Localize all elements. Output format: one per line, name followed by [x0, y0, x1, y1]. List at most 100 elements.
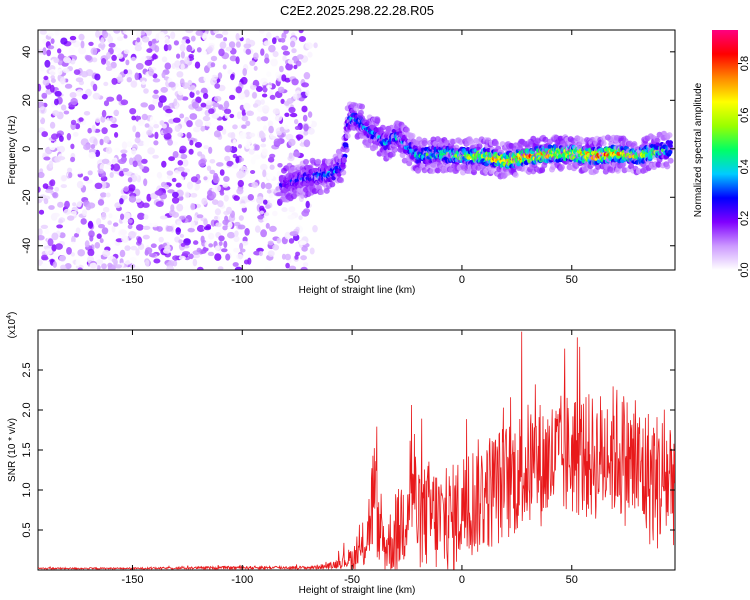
spectrogram-noise-cell — [177, 87, 184, 96]
spectrogram-noise-cell — [225, 46, 232, 52]
spectrogram-noise-cell — [272, 210, 278, 217]
spectrogram-noise-cell — [266, 71, 272, 77]
spectrogram-noise-cell — [224, 155, 231, 162]
colorbar: 0.0 0.2 0.4 0.6 0.8 Normalized spectral ampl… — [693, 30, 750, 278]
snr-ylabel: SNR (10 * v/v) — [7, 418, 18, 482]
spectrogram-noise-cell — [190, 35, 196, 42]
spectrogram-noise-cell — [94, 73, 101, 81]
spectrogram-noise-cell — [251, 181, 259, 188]
spectrogram-noise-cell — [267, 156, 275, 163]
spectrogram-panel: -150 -100 -50 0 50 -40 -20 0 20 40 Height of stra… — [7, 29, 676, 296]
spectrogram-noise-cell — [223, 37, 228, 42]
spectrogram-noise-cell — [96, 259, 104, 265]
spectrogram-noise-cell — [137, 200, 145, 209]
spectrogram-noise-cell — [194, 141, 202, 148]
spectrogram-noise-cell — [300, 266, 308, 270]
spectrogram-noise-cell — [298, 36, 306, 42]
spectrogram-noise-cell — [119, 229, 127, 236]
spectrogram-noise-cell — [50, 71, 56, 76]
spectrogram-noise-cell — [156, 226, 163, 232]
spectrogram-noise-cell — [113, 222, 119, 227]
spectrogram-noise-cell — [69, 241, 77, 248]
spectrogram-noise-cell — [193, 126, 201, 133]
spectrogram-noise-cell — [176, 175, 184, 184]
spectrogram-noise-cell — [107, 35, 114, 44]
spectrogram-noise-cell — [189, 91, 195, 98]
spectrogram-noise-cell — [55, 243, 63, 250]
spectrogram-noise-cell — [268, 89, 273, 97]
spectrogram-noise-cell — [214, 95, 222, 102]
spectrogram-noise-cell — [56, 224, 63, 229]
spectrogram-noise-cell — [132, 125, 137, 133]
spectrogram-noise-cell — [142, 225, 151, 230]
spectrogram-noise-cell — [41, 92, 48, 99]
spectrogram-noise-cell — [127, 177, 133, 183]
spectrogram-noise-cell — [260, 116, 269, 122]
spectrogram-noise-cell — [148, 171, 156, 178]
spectrogram-noise-cell — [287, 214, 296, 220]
spectrogram-noise-cell — [59, 255, 66, 262]
snr-xlabel: Height of straight line (km) — [299, 585, 416, 596]
spectrogram-noise-cell — [125, 59, 130, 66]
spectrogram-noise-cell — [151, 222, 159, 228]
spectrogram-noise-cell — [123, 212, 131, 220]
spectrogram-noise-cell — [78, 46, 86, 55]
spectrogram-noise-cell — [141, 113, 148, 121]
spectrogram-noise-cell — [269, 225, 277, 232]
spectrogram-signal-cell — [668, 140, 673, 145]
spectrogram-noise-cell — [222, 64, 227, 70]
spectrogram-noise-cell — [180, 171, 188, 177]
spectrogram-halo-cell — [340, 169, 347, 176]
spectrogram-noise-cell — [237, 179, 244, 188]
spectrogram-noise-cell — [156, 171, 163, 179]
spectrogram-halo-cell — [389, 151, 396, 158]
spectrogram-noise-cell — [83, 111, 91, 116]
spectrogram-noise-cell — [269, 199, 275, 204]
spectrogram-noise-cell — [126, 77, 132, 83]
spectrogram-halo-cell — [664, 163, 671, 170]
spectrogram-noise-cell — [51, 232, 59, 241]
spectrogram-noise-cell — [134, 265, 141, 270]
spectrogram-noise-cell — [195, 90, 200, 95]
spectrogram-noise-cell — [245, 48, 252, 55]
spectrogram-noise-cell — [196, 47, 202, 53]
spectrogram-noise-cell — [265, 204, 271, 210]
spectrogram-noise-cell — [166, 265, 174, 270]
spectrogram-noise-cell — [188, 253, 194, 260]
spectrogram-noise-cell — [160, 120, 165, 126]
spectrogram-noise-cell — [54, 98, 59, 106]
spectrogram-ytick-label: -20 — [21, 189, 33, 205]
spectrogram-noise-cell — [282, 55, 287, 62]
spectrogram-noise-cell — [217, 266, 224, 270]
spectrogram-ytick-label: 0 — [21, 146, 33, 152]
spectrogram-noise-cell — [106, 51, 111, 60]
spectrogram-noise-cell — [123, 186, 129, 192]
spectrogram-noise-cell — [270, 58, 278, 67]
spectrogram-noise-cell — [289, 112, 298, 118]
spectrogram-noise-cell — [269, 94, 276, 100]
spectrogram-noise-cell — [189, 139, 194, 146]
spectrogram-noise-cell — [208, 232, 215, 240]
spectrogram-noise-cell — [292, 231, 299, 237]
spectrogram-noise-cell — [116, 53, 124, 59]
spectrogram-noise-cell — [76, 199, 82, 208]
spectrogram-noise-cell — [101, 263, 107, 270]
spectrogram-noise-cell — [182, 159, 189, 167]
spectrogram-noise-cell — [272, 37, 277, 45]
spectrogram-noise-cell — [70, 143, 75, 150]
spectrogram-noise-cell — [96, 265, 101, 270]
spectrogram-noise-cell — [259, 210, 264, 215]
spectrogram-noise-cell — [245, 169, 249, 174]
spectrogram-noise-cell — [273, 138, 282, 146]
spectrogram-noise-cell — [291, 78, 299, 86]
spectrogram-noise-cell — [53, 57, 60, 63]
spectrogram-noise-cell — [163, 44, 169, 52]
spectrogram-noise-cell — [154, 131, 159, 140]
spectrogram-noise-cell — [290, 40, 296, 48]
spectrogram-noise-cell — [208, 146, 213, 154]
spectrogram-noise-cell — [41, 131, 48, 138]
spectrogram-noise-cell — [154, 45, 160, 53]
spectrogram-noise-cell — [241, 240, 249, 246]
spectrogram-noise-cell — [74, 123, 81, 130]
spectrogram-noise-cell — [219, 169, 225, 176]
